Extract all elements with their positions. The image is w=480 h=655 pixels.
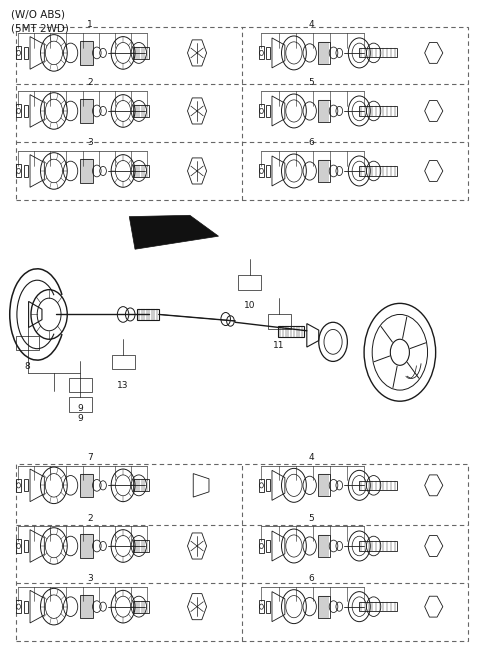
Bar bbox=[259, 47, 264, 60]
Text: 4: 4 bbox=[309, 453, 314, 462]
Bar bbox=[80, 595, 94, 618]
Bar bbox=[259, 600, 264, 613]
Bar bbox=[16, 540, 22, 553]
Bar bbox=[16, 479, 22, 492]
Bar bbox=[16, 336, 39, 350]
Bar bbox=[16, 104, 22, 117]
Bar bbox=[318, 100, 330, 122]
Bar bbox=[266, 105, 270, 117]
Bar bbox=[80, 534, 94, 558]
Bar bbox=[360, 48, 397, 58]
Text: 13: 13 bbox=[117, 381, 129, 390]
Bar bbox=[266, 479, 270, 491]
Text: 6: 6 bbox=[309, 138, 314, 147]
Bar bbox=[268, 314, 290, 329]
Bar bbox=[16, 28, 468, 200]
Bar bbox=[137, 309, 159, 320]
Bar bbox=[132, 165, 149, 177]
Text: 9: 9 bbox=[77, 404, 83, 413]
Bar bbox=[80, 41, 94, 65]
Bar bbox=[16, 600, 22, 613]
Polygon shape bbox=[129, 215, 218, 250]
Bar bbox=[132, 479, 149, 491]
Text: 11: 11 bbox=[274, 341, 285, 350]
Bar bbox=[259, 104, 264, 117]
Bar bbox=[259, 540, 264, 553]
Text: 9: 9 bbox=[77, 413, 83, 422]
Bar bbox=[278, 326, 304, 337]
Text: 2: 2 bbox=[87, 79, 93, 88]
Bar bbox=[16, 164, 22, 178]
Bar bbox=[16, 464, 468, 641]
Text: (5MT 2WD): (5MT 2WD) bbox=[11, 24, 69, 33]
Bar bbox=[238, 275, 261, 290]
Bar bbox=[80, 474, 94, 497]
Bar bbox=[318, 160, 330, 182]
Text: 2: 2 bbox=[87, 514, 93, 523]
Bar bbox=[24, 601, 28, 612]
Bar bbox=[16, 47, 22, 60]
Bar bbox=[360, 166, 397, 176]
Text: 1: 1 bbox=[87, 20, 93, 29]
Bar bbox=[318, 595, 330, 618]
Bar bbox=[112, 355, 134, 369]
Text: 7: 7 bbox=[87, 453, 93, 462]
Text: 3: 3 bbox=[87, 574, 93, 583]
Bar bbox=[24, 479, 28, 491]
Bar bbox=[318, 535, 330, 557]
Bar bbox=[360, 481, 397, 490]
Bar bbox=[318, 474, 330, 496]
Bar bbox=[266, 165, 270, 177]
Bar bbox=[318, 42, 330, 64]
Text: 8: 8 bbox=[25, 362, 31, 371]
Bar bbox=[360, 106, 397, 115]
Bar bbox=[266, 540, 270, 552]
Bar bbox=[80, 159, 94, 183]
Text: 4: 4 bbox=[309, 20, 314, 29]
Circle shape bbox=[390, 339, 409, 365]
Text: 5: 5 bbox=[309, 514, 314, 523]
Bar bbox=[80, 99, 94, 122]
Bar bbox=[24, 165, 28, 177]
Bar bbox=[24, 105, 28, 117]
Text: 10: 10 bbox=[244, 301, 255, 310]
Bar bbox=[69, 378, 92, 392]
Bar bbox=[69, 398, 92, 411]
Bar bbox=[266, 47, 270, 59]
Bar bbox=[24, 540, 28, 552]
Text: 3: 3 bbox=[87, 138, 93, 147]
Bar bbox=[132, 540, 149, 552]
Bar bbox=[259, 164, 264, 178]
Bar bbox=[132, 47, 149, 59]
Text: 6: 6 bbox=[309, 574, 314, 583]
Bar bbox=[360, 602, 397, 611]
Bar bbox=[266, 601, 270, 612]
Text: 5: 5 bbox=[309, 79, 314, 88]
Bar bbox=[132, 601, 149, 612]
Bar bbox=[360, 542, 397, 551]
Bar bbox=[24, 47, 28, 59]
Text: (W/O ABS): (W/O ABS) bbox=[11, 9, 65, 19]
Bar bbox=[259, 479, 264, 492]
Bar bbox=[132, 105, 149, 117]
